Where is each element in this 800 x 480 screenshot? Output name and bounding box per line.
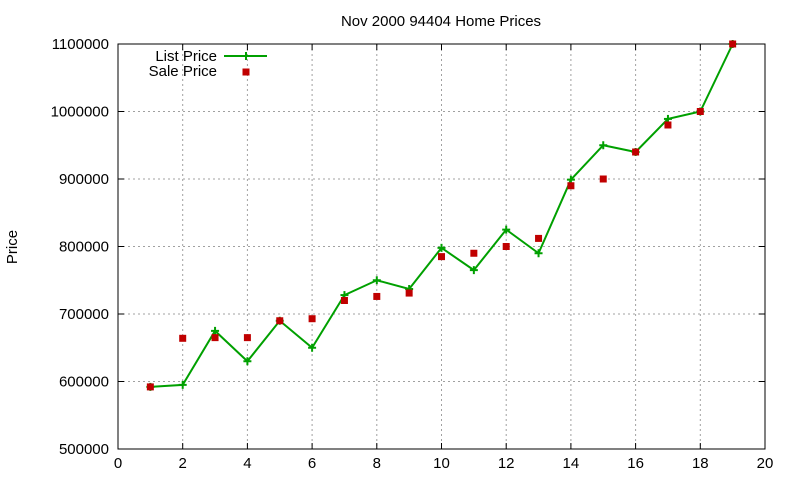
series [146, 40, 737, 391]
x-tick-label: 0 [114, 455, 122, 472]
legend: List Price Sale Price [149, 48, 267, 80]
sale-price-point [308, 315, 316, 323]
sale-price-point [567, 182, 575, 190]
sale-price-point [664, 121, 672, 129]
list-price-point [178, 380, 187, 389]
list-price-point [469, 266, 478, 275]
legend-marker-sale-price [242, 68, 250, 76]
sale-price-point [438, 253, 445, 261]
x-tick-label: 6 [308, 455, 316, 472]
x-tick-label: 16 [627, 455, 644, 472]
x-tick-label: 12 [498, 455, 515, 472]
sale-price-point [211, 334, 219, 342]
sale-price-point [146, 383, 154, 391]
sale-price-point [696, 108, 704, 115]
x-tick-label: 2 [179, 455, 187, 472]
y-tick-label: 1000000 [51, 104, 109, 121]
y-tick-labels: 500000 600000 700000 800000 900000 1000000 110… [51, 36, 109, 458]
list-price-point [243, 357, 252, 366]
sale-price-point [729, 40, 737, 48]
x-tick-label: 20 [757, 455, 774, 472]
y-axis-label: Price [4, 230, 21, 264]
x-tick-label: 8 [373, 455, 381, 472]
x-tick-labels: 0 2 4 6 8 10 12 14 16 18 20 [114, 455, 774, 472]
x-tick-label: 18 [692, 455, 709, 472]
sale-price-point [405, 289, 413, 297]
y-tick-label: 600000 [59, 374, 109, 391]
y-tick-label: 700000 [59, 306, 109, 323]
x-tick-label: 14 [563, 455, 580, 472]
list-price-point [534, 249, 543, 258]
sale-price-point [632, 148, 640, 156]
sale-price-point [179, 334, 187, 342]
x-tick-label: 10 [433, 455, 450, 472]
legend-plus-marker [242, 52, 250, 60]
x-tick-label: 4 [243, 455, 251, 472]
list-price-point [502, 225, 511, 234]
list-price-point [437, 243, 446, 252]
y-tick-label: 900000 [59, 171, 109, 188]
y-tick-label: 500000 [59, 441, 109, 458]
sale-price-point [340, 297, 348, 304]
sale-price-point [502, 243, 510, 250]
axis-ticks [117, 43, 766, 450]
legend-marker-list-price [242, 52, 250, 60]
list-price-point [599, 141, 608, 150]
sale-price-point [373, 292, 381, 300]
sale-price-point [535, 234, 543, 242]
sale-price-point [243, 334, 251, 342]
chart-title: Nov 2000 94404 Home Prices [341, 13, 541, 30]
legend-label-sale-price: Sale Price [149, 63, 217, 80]
list-price-point [308, 343, 317, 352]
y-tick-label: 1100000 [52, 36, 109, 53]
sale-price-point [470, 249, 478, 257]
y-tick-label: 800000 [59, 239, 109, 256]
legend-label-list-price: List Price [155, 48, 217, 65]
list-price-point [372, 276, 381, 285]
sale-price-point [276, 317, 284, 325]
sale-price-point [599, 175, 607, 183]
list-price-point [211, 326, 220, 335]
